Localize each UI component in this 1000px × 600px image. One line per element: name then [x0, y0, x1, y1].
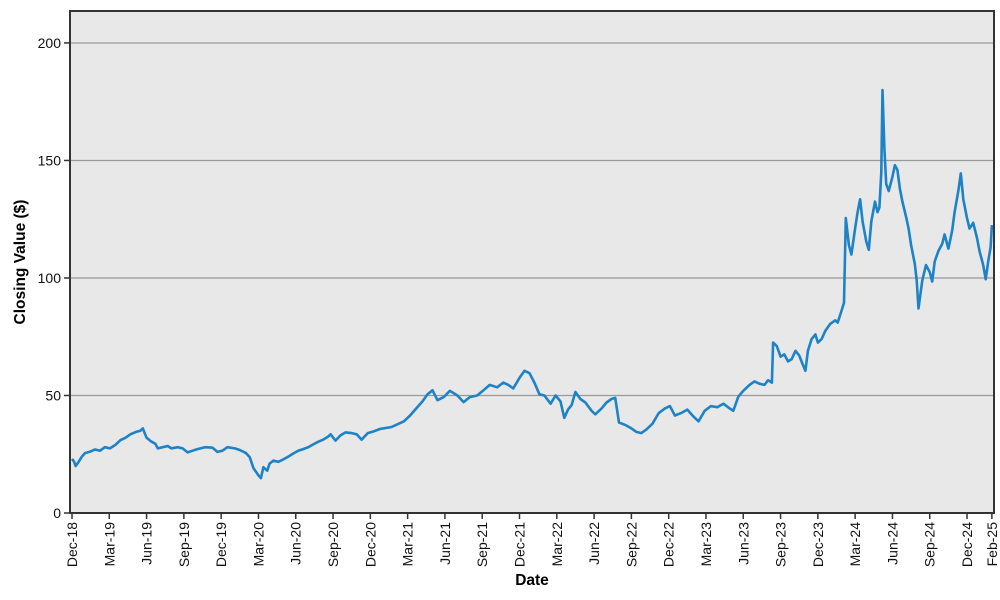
gridlines [70, 42, 994, 397]
x-tick-label: Mar-20 [250, 522, 266, 567]
x-tick-label: Mar-24 [847, 522, 863, 567]
y-tick-label: 50 [45, 387, 61, 403]
closing-value-line [70, 88, 994, 480]
price-line-series [70, 88, 994, 480]
x-tick-label: Jun-21 [437, 522, 453, 565]
y-axis-title: Closing Value ($) [12, 200, 29, 325]
plot-background [70, 11, 994, 513]
x-tick-label: Sep-24 [922, 522, 938, 567]
x-tick-label: Sep-20 [325, 522, 341, 567]
x-tick-label: Jun-22 [586, 522, 602, 565]
y-tick-labels: 0 50 100 150 200 [38, 35, 62, 521]
x-tick-label: Mar-19 [101, 522, 117, 567]
x-tick-label: Sep-23 [773, 522, 789, 567]
x-tick-label: Jun-23 [735, 522, 751, 565]
x-tick-label: Feb-25 [984, 522, 1000, 567]
x-tick-label: Jun-24 [884, 522, 900, 565]
x-tick-label: Dec-20 [362, 522, 378, 567]
x-tick-label: Sep-21 [474, 522, 490, 567]
x-tick-label: Dec-21 [512, 522, 528, 567]
x-tick-label: Dec-24 [959, 522, 975, 567]
x-tick-label: Mar-21 [400, 522, 416, 567]
x-tick-label: Dec-19 [213, 522, 229, 567]
x-axis-title: Date [515, 572, 549, 589]
x-tick-label: Dec-23 [810, 522, 826, 567]
x-tick-label: Sep-19 [176, 522, 192, 567]
x-tick-label: Dec-22 [661, 522, 677, 567]
y-tick-label: 200 [38, 35, 62, 51]
x-tick-label: Jun-19 [139, 522, 155, 565]
x-tick-label: Jun-20 [288, 522, 304, 565]
x-tick-label: Sep-22 [623, 522, 639, 567]
plot-border [69, 10, 995, 514]
x-tick-label: Dec-18 [64, 522, 80, 567]
x-tick-labels: Dec-18 Mar-19 Jun-19 Sep-19 Dec-19 Mar-20 Jun-… [64, 522, 1000, 567]
y-tick-label: 150 [38, 152, 62, 168]
y-tick-label: 0 [53, 505, 61, 521]
y-tick-label: 100 [38, 270, 62, 286]
x-tick-label: Mar-23 [698, 522, 714, 567]
x-tick-label: Mar-22 [549, 522, 565, 567]
tick-marks [64, 42, 993, 519]
